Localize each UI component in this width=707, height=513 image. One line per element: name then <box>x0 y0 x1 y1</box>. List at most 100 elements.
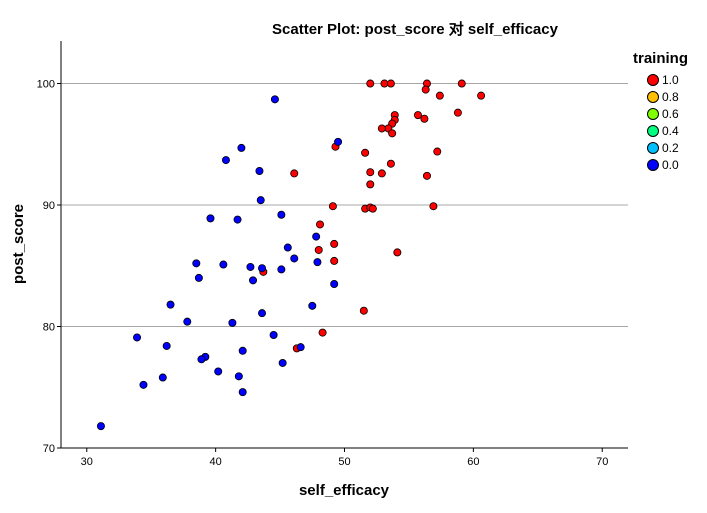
x-tick-label-2: 50 <box>338 456 350 468</box>
point-training-0.0-8 <box>233 215 242 224</box>
point-training-1.0-18 <box>361 148 370 157</box>
x-axis-title: self_efficacy <box>299 482 390 499</box>
point-training-0.0-10 <box>283 243 292 252</box>
point-training-0.0-4 <box>255 166 264 175</box>
legend-label-1: 0.8 <box>662 90 679 104</box>
point-training-1.0-5 <box>421 85 430 94</box>
legend-marker-5 <box>647 159 659 171</box>
point-training-1.0-9 <box>413 111 422 120</box>
legend-label-2: 0.6 <box>662 107 679 121</box>
point-training-0.0-7 <box>206 214 215 223</box>
point-training-1.0-16 <box>388 129 397 138</box>
point-training-0.0-25 <box>228 318 237 327</box>
point-training-0.0-12 <box>313 258 322 267</box>
point-training-0.0-6 <box>277 210 286 219</box>
point-training-1.0-32 <box>330 239 339 248</box>
point-training-1.0-4 <box>457 79 466 88</box>
point-training-1.0-22 <box>377 169 386 178</box>
legend-label-4: 0.2 <box>662 141 679 155</box>
point-training-0.0-34 <box>214 367 223 376</box>
point-training-1.0-31 <box>316 220 325 229</box>
point-training-0.0-18 <box>194 273 203 282</box>
point-training-0.0-22 <box>308 301 317 310</box>
x-tick-label-0: 30 <box>81 456 93 468</box>
point-training-0.0-35 <box>234 372 243 381</box>
x-tick-label-4: 70 <box>596 456 608 468</box>
legend-marker-0 <box>647 74 659 86</box>
point-training-0.0-3 <box>221 156 230 165</box>
point-training-0.0-28 <box>162 341 171 350</box>
point-training-0.0-17 <box>277 265 286 274</box>
y-tick-label-1: 80 <box>43 322 55 334</box>
point-training-0.0-29 <box>296 343 305 352</box>
legend-label-3: 0.4 <box>662 124 679 138</box>
y-axis-title: post_score <box>10 204 27 284</box>
point-training-1.0-2 <box>386 79 395 88</box>
legend-marker-4 <box>647 142 659 154</box>
legend-label-0: 1.0 <box>662 73 679 87</box>
point-training-0.0-38 <box>238 388 247 397</box>
point-training-0.0-21 <box>166 300 175 309</box>
point-training-0.0-19 <box>249 276 258 285</box>
point-training-1.0-26 <box>328 202 337 211</box>
point-training-1.0-24 <box>290 169 299 178</box>
legend-title: training <box>633 50 688 67</box>
legend-label-5: 0.0 <box>662 158 679 172</box>
point-training-1.0-6 <box>435 91 444 100</box>
y-tick-label-2: 90 <box>43 200 55 212</box>
grid-lines <box>61 83 628 328</box>
point-training-0.0-9 <box>312 232 321 241</box>
point-training-1.0-20 <box>386 159 395 168</box>
chart-title: Scatter Plot: post_score 对 self_efficacy <box>272 20 559 38</box>
point-training-1.0-8 <box>453 108 462 117</box>
point-training-1.0-23 <box>422 171 431 180</box>
point-training-0.0-24 <box>183 317 192 326</box>
point-training-0.0-33 <box>278 358 287 367</box>
point-training-1.0-30 <box>429 202 438 211</box>
point-training-0.0-23 <box>258 309 267 318</box>
point-training-1.0-15 <box>377 124 386 133</box>
point-training-0.0-26 <box>133 333 142 342</box>
point-training-1.0-10 <box>420 114 429 123</box>
point-training-1.0-21 <box>366 168 375 177</box>
point-training-0.0-0 <box>270 95 279 104</box>
legend-marker-3 <box>647 125 659 137</box>
point-training-0.0-36 <box>158 373 167 382</box>
legend-marker-1 <box>647 91 659 103</box>
x-tick-label-3: 60 <box>467 456 479 468</box>
axes <box>57 41 628 452</box>
x-tick-label-1: 40 <box>210 456 222 468</box>
point-training-0.0-37 <box>139 380 148 389</box>
legend-marker-2 <box>647 108 659 120</box>
point-training-1.0-37 <box>359 306 368 315</box>
legend: training 1.0 0.8 0.6 0.4 0.2 0.0 <box>633 50 688 172</box>
point-training-1.0-29 <box>368 204 377 213</box>
point-training-0.0-30 <box>238 346 247 355</box>
point-training-0.0-2 <box>237 143 246 152</box>
point-training-0.0-11 <box>290 254 299 263</box>
point-training-0.0-16 <box>258 264 267 273</box>
point-training-1.0-33 <box>314 245 323 254</box>
point-training-1.0-19 <box>433 147 442 156</box>
point-training-0.0-15 <box>246 262 255 271</box>
point-training-1.0-38 <box>318 328 327 337</box>
tick-labels: 30 40 50 60 70 70 80 90 100 <box>37 79 609 468</box>
point-training-0.0-14 <box>219 260 228 269</box>
point-training-1.0-25 <box>366 180 375 189</box>
data-points <box>96 79 486 431</box>
point-training-0.0-5 <box>256 196 265 205</box>
point-training-0.0-20 <box>330 279 339 288</box>
point-training-1.0-0 <box>366 79 375 88</box>
point-training-0.0-27 <box>269 331 278 340</box>
point-training-1.0-34 <box>393 248 402 257</box>
y-tick-label-3: 100 <box>37 79 55 91</box>
point-training-1.0-35 <box>330 256 339 265</box>
point-training-0.0-32 <box>197 355 206 364</box>
point-training-0.0-39 <box>96 422 105 431</box>
point-training-0.0-1 <box>334 137 343 146</box>
point-training-1.0-7 <box>477 91 486 100</box>
point-training-0.0-13 <box>192 259 201 268</box>
y-tick-label-0: 70 <box>43 443 55 455</box>
